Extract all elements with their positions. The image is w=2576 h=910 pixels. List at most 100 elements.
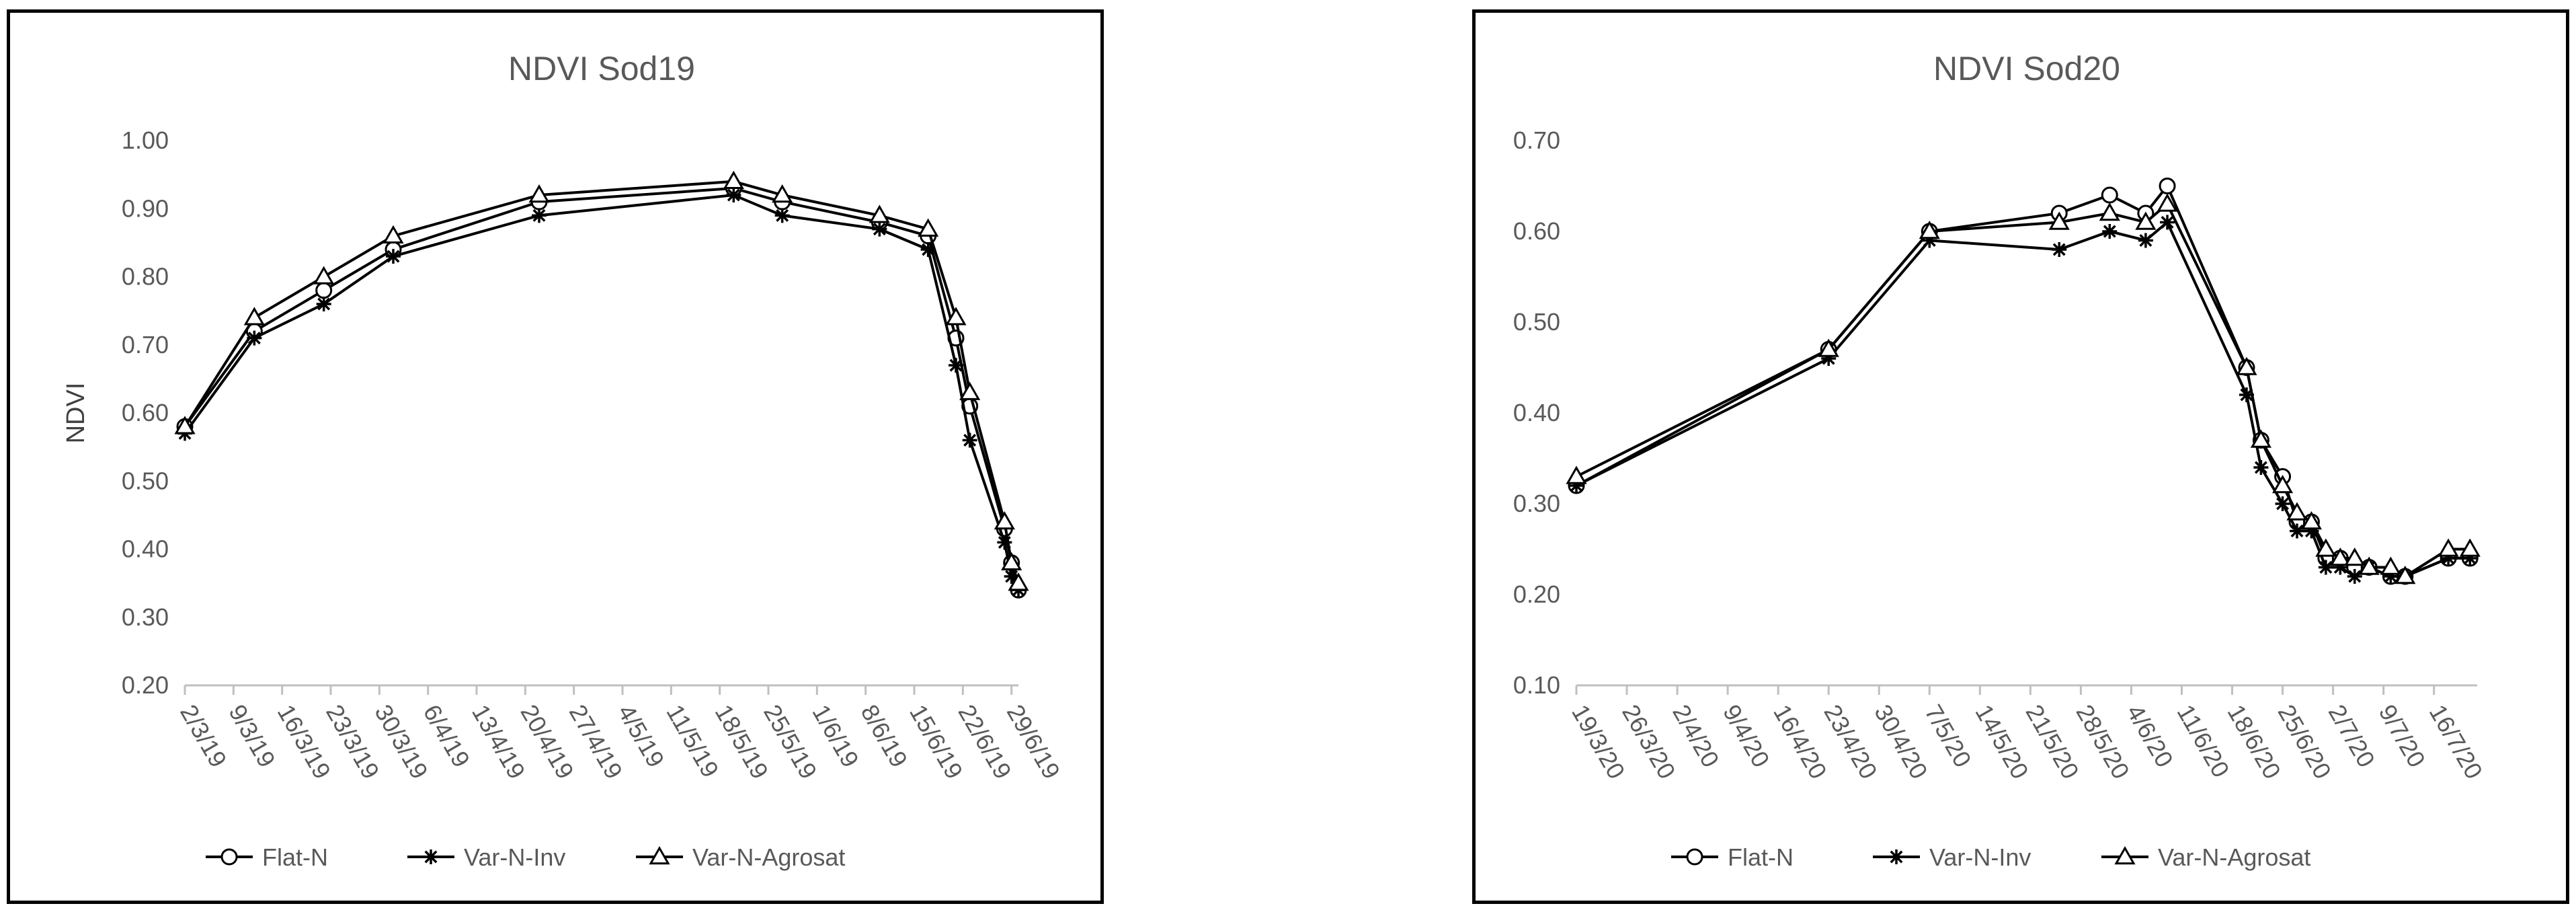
- data-point: [2253, 460, 2269, 475]
- data-point: [2438, 538, 2459, 557]
- legend-label: Var-N-Inv: [464, 843, 565, 871]
- data-point: [2271, 474, 2294, 494]
- x-tick-label: 16/7/20: [2424, 700, 2489, 784]
- x-tick-label: 9/7/20: [2374, 700, 2431, 772]
- data-point: [872, 221, 887, 237]
- data-point: [2157, 193, 2178, 212]
- chart-svg-sod20: NDVI Sod200.100.200.300.400.500.600.7019…: [1513, 50, 2489, 871]
- y-tick-label: 0.40: [1513, 399, 1560, 426]
- legend-label: Var-N-Agrosat: [692, 843, 845, 871]
- data-point: [2275, 496, 2290, 511]
- legend-item: Var-N-Inv: [407, 843, 565, 871]
- y-axis-label: NDVI: [62, 383, 90, 444]
- y-tick-label: 0.30: [122, 603, 169, 631]
- data-point: [2101, 186, 2118, 204]
- y-tick-label: 0.70: [122, 331, 169, 358]
- y-tick-label: 0.20: [122, 671, 169, 699]
- y-tick-label: 1.00: [122, 126, 169, 154]
- legend-label: Flat-N: [262, 843, 328, 871]
- y-tick-label: 0.50: [122, 467, 169, 494]
- data-point: [723, 170, 744, 189]
- series-var-n-inv: [1569, 215, 2478, 584]
- chart-title: NDVI Sod19: [508, 50, 695, 87]
- x-tick-label: 9/4/20: [1718, 700, 1775, 772]
- legend-marker: [2114, 845, 2136, 865]
- data-point: [918, 218, 939, 237]
- data-point: [2347, 569, 2362, 584]
- y-tick-label: 0.90: [122, 194, 169, 222]
- data-point: [313, 266, 335, 285]
- data-point: [2286, 502, 2308, 521]
- data-point: [174, 416, 196, 434]
- data-point: [2462, 551, 2478, 566]
- chart-panel-sod20: NDVI Sod20 0.10 0.20 0.30 0.40 0.50 0.60 0.70 19…: [1472, 9, 2569, 904]
- series-var-n-inv: [177, 188, 1026, 598]
- data-point: [2052, 242, 2067, 257]
- data-point: [2300, 510, 2323, 530]
- data-point: [2318, 560, 2333, 575]
- y-tick-label: 0.70: [1513, 126, 1560, 154]
- data-point: [2138, 233, 2153, 248]
- data-point: [243, 307, 265, 326]
- data-point: [2333, 560, 2348, 575]
- y-tick-label: 0.10: [1513, 671, 1560, 699]
- x-tick-label: 2/3/19: [175, 700, 233, 772]
- series-flat-n: [176, 180, 1027, 599]
- data-point: [532, 208, 547, 223]
- data-point: [2159, 178, 2176, 194]
- data-point: [247, 330, 262, 346]
- data-point: [994, 510, 1015, 530]
- data-point: [315, 282, 333, 299]
- data-point: [2239, 387, 2254, 402]
- data-point: [2459, 538, 2481, 557]
- data-point: [2048, 211, 2070, 230]
- data-point: [1569, 478, 1584, 493]
- data-point: [386, 249, 401, 264]
- data-point: [945, 307, 967, 326]
- legend-marker: [220, 848, 238, 866]
- data-point: [772, 184, 793, 203]
- chart-svg-sod19: NDVI Sod19 0.20 0.30 0.40 0.50 0.60 0.70 0.80 0.…: [62, 50, 1065, 871]
- x-tick-label: 8/6/19: [856, 700, 914, 772]
- legend-item: Var-N-Agrosat: [2101, 843, 2310, 871]
- data-point: [1818, 338, 1839, 357]
- data-point: [1922, 233, 1937, 248]
- legend-item: Var-N-Agrosat: [636, 843, 845, 871]
- data-point: [2290, 523, 2304, 539]
- data-point: [1919, 220, 1940, 239]
- data-point: [774, 208, 790, 223]
- series-line: [1576, 202, 2470, 578]
- data-point: [2250, 429, 2271, 448]
- data-point: [2160, 215, 2175, 230]
- data-point: [383, 225, 404, 243]
- legend-item: Flat-N: [1671, 843, 1794, 871]
- legend-item: Flat-N: [206, 843, 328, 871]
- y-tick-label: 0.50: [1513, 308, 1560, 336]
- y-tick-label: 0.20: [1513, 580, 1560, 608]
- data-point: [2102, 224, 2118, 239]
- legend-marker: [424, 849, 438, 864]
- data-point: [962, 432, 977, 448]
- y-tick-label: 0.40: [122, 535, 169, 563]
- x-tick-label: 9/3/19: [223, 700, 281, 772]
- data-point: [2358, 556, 2380, 575]
- data-point: [2394, 565, 2416, 584]
- y-tick-label: 0.80: [122, 263, 169, 291]
- legend-marker: [1889, 849, 1904, 864]
- data-point: [1566, 465, 1587, 484]
- y-tick-label: 0.60: [1513, 217, 1560, 245]
- data-point: [997, 535, 1012, 550]
- data-point: [2329, 547, 2351, 566]
- data-point: [1821, 351, 1837, 366]
- data-point: [2304, 523, 2319, 539]
- legend-item: Var-N-Inv: [1873, 843, 2031, 871]
- data-point: [2441, 551, 2456, 566]
- data-point: [726, 188, 741, 202]
- series-line: [184, 193, 1020, 591]
- legend-marker: [1686, 848, 1703, 866]
- data-point: [869, 204, 890, 223]
- data-point: [2135, 211, 2157, 230]
- data-point: [2383, 569, 2399, 584]
- legend-label: Var-N-Agrosat: [2158, 843, 2310, 871]
- data-point: [1004, 569, 1019, 584]
